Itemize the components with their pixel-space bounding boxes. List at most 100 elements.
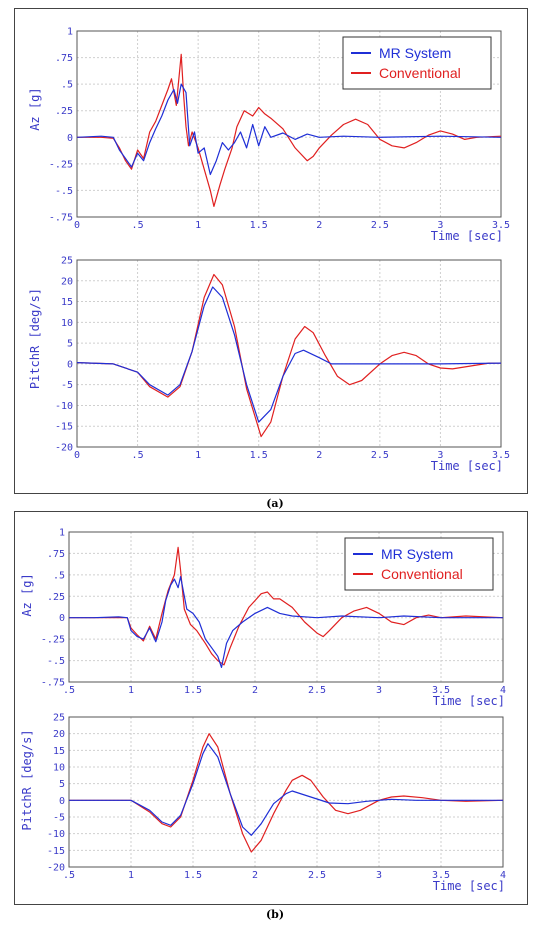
x-tick-label: 2 [252,685,258,696]
y-tick-label: 5 [59,779,65,790]
y-axis-label: Az [g] [20,573,34,616]
x-tick-label: 3.5 [492,220,510,231]
y-tick-label: .75 [47,549,65,560]
y-tick-label: -.25 [41,635,65,646]
x-tick-label: 2.5 [371,220,389,231]
y-tick-label: -.5 [47,656,65,667]
y-tick-label: -5 [61,380,73,391]
plot-area [68,716,504,868]
plot-area [68,531,504,683]
y-tick-label: .25 [55,106,73,117]
caption-a: (a) [266,497,284,510]
chart-svg-a: 0.5 1 1.5 2 2.5 3 3.5-.75-.5-.250.25.5.751Time… [28,27,510,474]
x-tick-label: 1 [128,870,134,881]
x-tick-label: 3.5 [432,685,450,696]
y-tick-label: 5 [67,339,73,350]
x-tick-label: .5 [132,220,144,231]
x-axis-label: Time [sec] [433,694,505,708]
y-tick-label: 1 [67,27,73,38]
series-line-conventional [76,273,501,438]
x-tick-label: 3 [376,685,382,696]
series-line-mr-system [76,286,502,423]
y-tick-label: .25 [47,592,65,603]
series-line-mr-system [69,576,503,668]
y-axis-label: Az [g] [28,87,42,130]
plot-b-top: .5 1 1.5 2 2.5 3 3.5 4 -.75 -.5 -.25 0 .25 .5 .75 1 Time… [20,528,506,709]
y-tick-label: 0 [59,796,65,807]
x-tick-label: 3 [376,870,382,881]
legend: MR System Conventional [342,36,492,90]
x-tick-label: 3 [437,450,443,461]
caption-b: (b) [265,908,285,921]
x-tick-label: 1.5 [250,220,268,231]
y-tick-label: -15 [47,846,65,857]
y-tick-label: 1 [59,528,65,539]
series-line-conventional [69,546,504,666]
x-tick-label: 3 [437,220,443,231]
x-tick-label: .5 [63,685,75,696]
chart-svg-b: .5 1 1.5 2 2.5 3 3.5 4-.75-.5-.250.25.5.751Time… [20,528,506,894]
x-tick-label: 2.5 [308,870,326,881]
x-tick-label: 0 [74,450,80,461]
y-tick-label: 25 [53,713,65,724]
y-axis-label: PitchR [deg/s] [20,729,34,830]
legend-label: Conventional [379,65,461,81]
x-tick-label: 1 [128,685,134,696]
x-tick-label: .5 [132,450,144,461]
y-tick-label: .75 [55,53,73,64]
x-tick-label: 2 [252,870,258,881]
plot-area [76,259,502,448]
figure-panel-a: 0.5 1 1.5 2 2.5 3 3.5 -.75 -.5 -.25 0.25.5.75 1 Time… [14,8,528,494]
y-tick-label: -.25 [49,159,73,170]
y-tick-label: 0 [59,613,65,624]
x-axis-label: Time [sec] [433,879,505,893]
legend: MR System Conventional [344,537,494,591]
x-tick-label: 1 [195,220,201,231]
series-line-mr-system [76,83,502,176]
x-tick-label: 1.5 [184,870,202,881]
y-tick-label: -20 [55,443,73,454]
x-tick-label: 2.5 [308,685,326,696]
x-tick-label: 2 [316,220,322,231]
figure-panel-b: .5 1 1.5 2 2.5 3 3.5 4 -.75 -.5 -.25 0.25.5.75 1 Time… [14,511,528,905]
y-tick-label: -.75 [41,678,65,689]
plot-a-bottom: 0 .5 1 1.5 2 2.5 3 3.5 -20 -15 -10 -5 0 5 10 15 20 25 Time… [28,256,510,474]
x-tick-label: 1 [195,450,201,461]
x-tick-label: 4 [500,870,506,881]
x-tick-label: 3.5 [492,450,510,461]
x-axis-label: Time [sec] [431,459,503,473]
x-tick-label: 3.5 [432,870,450,881]
legend-box [344,537,494,591]
y-tick-label: 10 [61,318,73,329]
legend-label: MR System [381,546,453,562]
y-axis-label: PitchR [deg/s] [28,288,42,389]
x-tick-label: 0 [74,220,80,231]
x-tick-label: .5 [63,870,75,881]
plot-a-top: 0 .5 1 1.5 2 2.5 3 3.5 -.75 -.5 -.25 0 .25 .5 .75 1 Time… [28,27,510,244]
series-line-conventional [77,53,502,207]
y-tick-label: 25 [61,256,73,267]
y-tick-label: .5 [61,80,73,91]
x-axis-label: Time [sec] [431,229,503,243]
y-tick-label: -.75 [49,213,73,224]
x-tick-label: 2.5 [371,450,389,461]
y-tick-label: 0 [67,359,73,370]
plot-b-bottom: .5 1 1.5 2 2.5 3 3.5 4 -20 -15 -10 -5 0 5 10 15 20 25 Time… [20,713,506,894]
y-tick-label: 0 [67,133,73,144]
legend-label: MR System [379,45,451,61]
x-tick-label: 4 [500,685,506,696]
y-tick-label: 15 [53,746,65,757]
y-tick-label: 15 [61,297,73,308]
y-tick-label: -.5 [55,186,73,197]
y-tick-label: -5 [53,813,65,824]
y-tick-label: -10 [47,829,65,840]
y-tick-label: .5 [53,570,65,581]
legend-box [342,36,492,90]
legend-label: Conventional [381,566,463,582]
y-tick-label: 20 [61,276,73,287]
x-tick-label: 1.5 [184,685,202,696]
series-line-mr-system [69,743,503,836]
y-tick-label: -15 [55,422,73,433]
y-tick-label: -20 [47,863,65,874]
x-tick-label: 2 [316,450,322,461]
